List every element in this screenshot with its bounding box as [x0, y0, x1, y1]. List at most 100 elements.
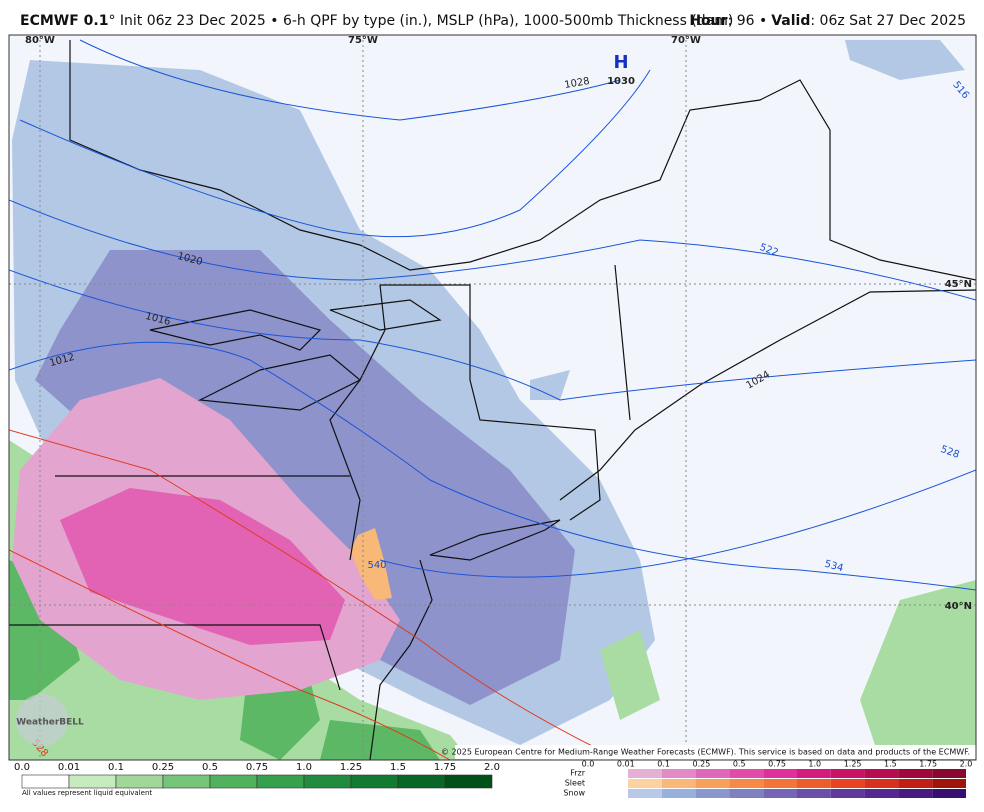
type-swatch [729, 769, 764, 778]
title-rest: ° Init 06z 23 Dec 2025 • 6-h QPF by type… [108, 13, 733, 29]
type-swatch [729, 779, 764, 788]
hour-value: : 96 • [728, 13, 768, 29]
type-label: Frzr [570, 769, 586, 778]
type-swatch [763, 789, 797, 798]
type-swatch [628, 769, 662, 778]
type-swatch [864, 779, 899, 788]
rain-tick-label: 0.0 [14, 762, 30, 773]
isobars [9, 39, 976, 591]
rain-swatch [303, 774, 352, 789]
coastline [369, 289, 976, 760]
logo: WeatherBELL [16, 718, 84, 728]
thickness-label: 534 [823, 559, 844, 575]
isobar-label: 1028 [564, 76, 591, 91]
type-swatch [830, 769, 865, 778]
type-swatch [661, 769, 696, 778]
boundaries [9, 40, 976, 760]
type-swatch [932, 769, 966, 778]
type-swatch [932, 789, 966, 798]
map: 80°W 75°W 70°W 45°N 40°N H 1030 1028 102… [9, 35, 976, 760]
type-swatch [695, 779, 730, 788]
copyright: © 2025 European Centre for Medium-Range … [441, 748, 970, 757]
lon-label: 70°W [671, 35, 701, 46]
type-tick-label: 0.75 [768, 760, 786, 769]
valid-label: Valid [771, 13, 810, 29]
title: ECMWF 0.1° Init 06z 23 Dec 2025 • 6-h QP… [20, 13, 733, 29]
copyright-box [455, 745, 976, 759]
high-letter: H [613, 52, 628, 73]
type-swatch [661, 779, 696, 788]
rain-light [600, 580, 976, 760]
type-swatch [628, 789, 662, 798]
type-tick-label: 2.0 [960, 760, 973, 769]
type-label: Snow [563, 789, 585, 798]
rain-swatch [21, 774, 70, 789]
thickness-lines [9, 429, 601, 760]
title-bold: ECMWF 0.1 [20, 13, 108, 29]
type-swatch [661, 789, 696, 798]
type-tick-label: 0.01 [617, 760, 635, 769]
thickness-line [9, 429, 601, 751]
type-tick-label: 0.0 [582, 760, 595, 769]
rain-swatch [350, 774, 399, 789]
rain-tick-label: 1.0 [296, 762, 312, 773]
type-swatch [898, 769, 933, 778]
type-tick-label: 1.25 [844, 760, 862, 769]
logo-badge [16, 694, 68, 746]
type-swatch [695, 769, 730, 778]
lon-label: 75°W [348, 35, 378, 46]
isobar [79, 39, 621, 121]
type-swatch [797, 789, 831, 798]
thickness-line [9, 549, 451, 760]
rain-swatch [444, 774, 493, 789]
rain-tick-label: 0.01 [58, 762, 80, 773]
type-tick-label: 1.5 [884, 760, 897, 769]
isobar [9, 341, 976, 591]
lat-label: 40°N [945, 601, 972, 612]
type-label: Sleet [565, 779, 585, 788]
map-labels: 80°W 75°W 70°W 45°N 40°N H 1030 1028 102… [16, 35, 976, 759]
type-swatch [898, 779, 933, 788]
rain-tick-label: 1.25 [340, 762, 362, 773]
type-tick-label: 1.75 [919, 760, 937, 769]
valid-value: : 06z Sat 27 Dec 2025 [810, 13, 966, 29]
type-tick-label: 0.5 [733, 760, 746, 769]
type-swatch [628, 779, 662, 788]
type-swatch [830, 789, 865, 798]
type-swatch [864, 769, 899, 778]
type-swatch [695, 789, 730, 798]
lake-outline [149, 299, 442, 411]
type-swatch [932, 779, 966, 788]
lon-label: 80°W [25, 35, 55, 46]
header: ECMWF 0.1° Init 06z 23 Dec 2025 • 6-h QP… [20, 13, 966, 29]
state-line [9, 264, 631, 691]
rain-swatch [115, 774, 164, 789]
type-tick-label: 0.25 [692, 760, 710, 769]
rain-swatch [397, 774, 446, 789]
type-swatch [864, 789, 899, 798]
thickness-label: 540 [367, 560, 386, 571]
type-swatch [898, 789, 933, 798]
type-tick-label: 0.1 [657, 760, 670, 769]
valid-time: Hour: 96 • Valid: 06z Sat 27 Dec 2025 [689, 13, 966, 29]
isobar [19, 69, 651, 238]
rain-swatch [68, 774, 117, 789]
freezing-rain-moderate [60, 488, 345, 645]
type-swatch [763, 769, 797, 778]
map-frame [8, 34, 977, 761]
type-swatch [797, 769, 831, 778]
type-swatch [729, 789, 764, 798]
rain-tick-label: 2.0 [484, 762, 500, 773]
type-swatch [763, 779, 797, 788]
border-line [69, 40, 976, 281]
hour-label: Hour [689, 13, 727, 29]
rain-swatch [256, 774, 305, 789]
isobar [9, 199, 976, 301]
rain-tick-label: 1.5 [390, 762, 406, 773]
rain-swatch [162, 774, 211, 789]
isobar [9, 269, 976, 401]
rain-tick-label: 0.1 [108, 762, 124, 773]
high-pressure: 1030 [607, 76, 635, 87]
